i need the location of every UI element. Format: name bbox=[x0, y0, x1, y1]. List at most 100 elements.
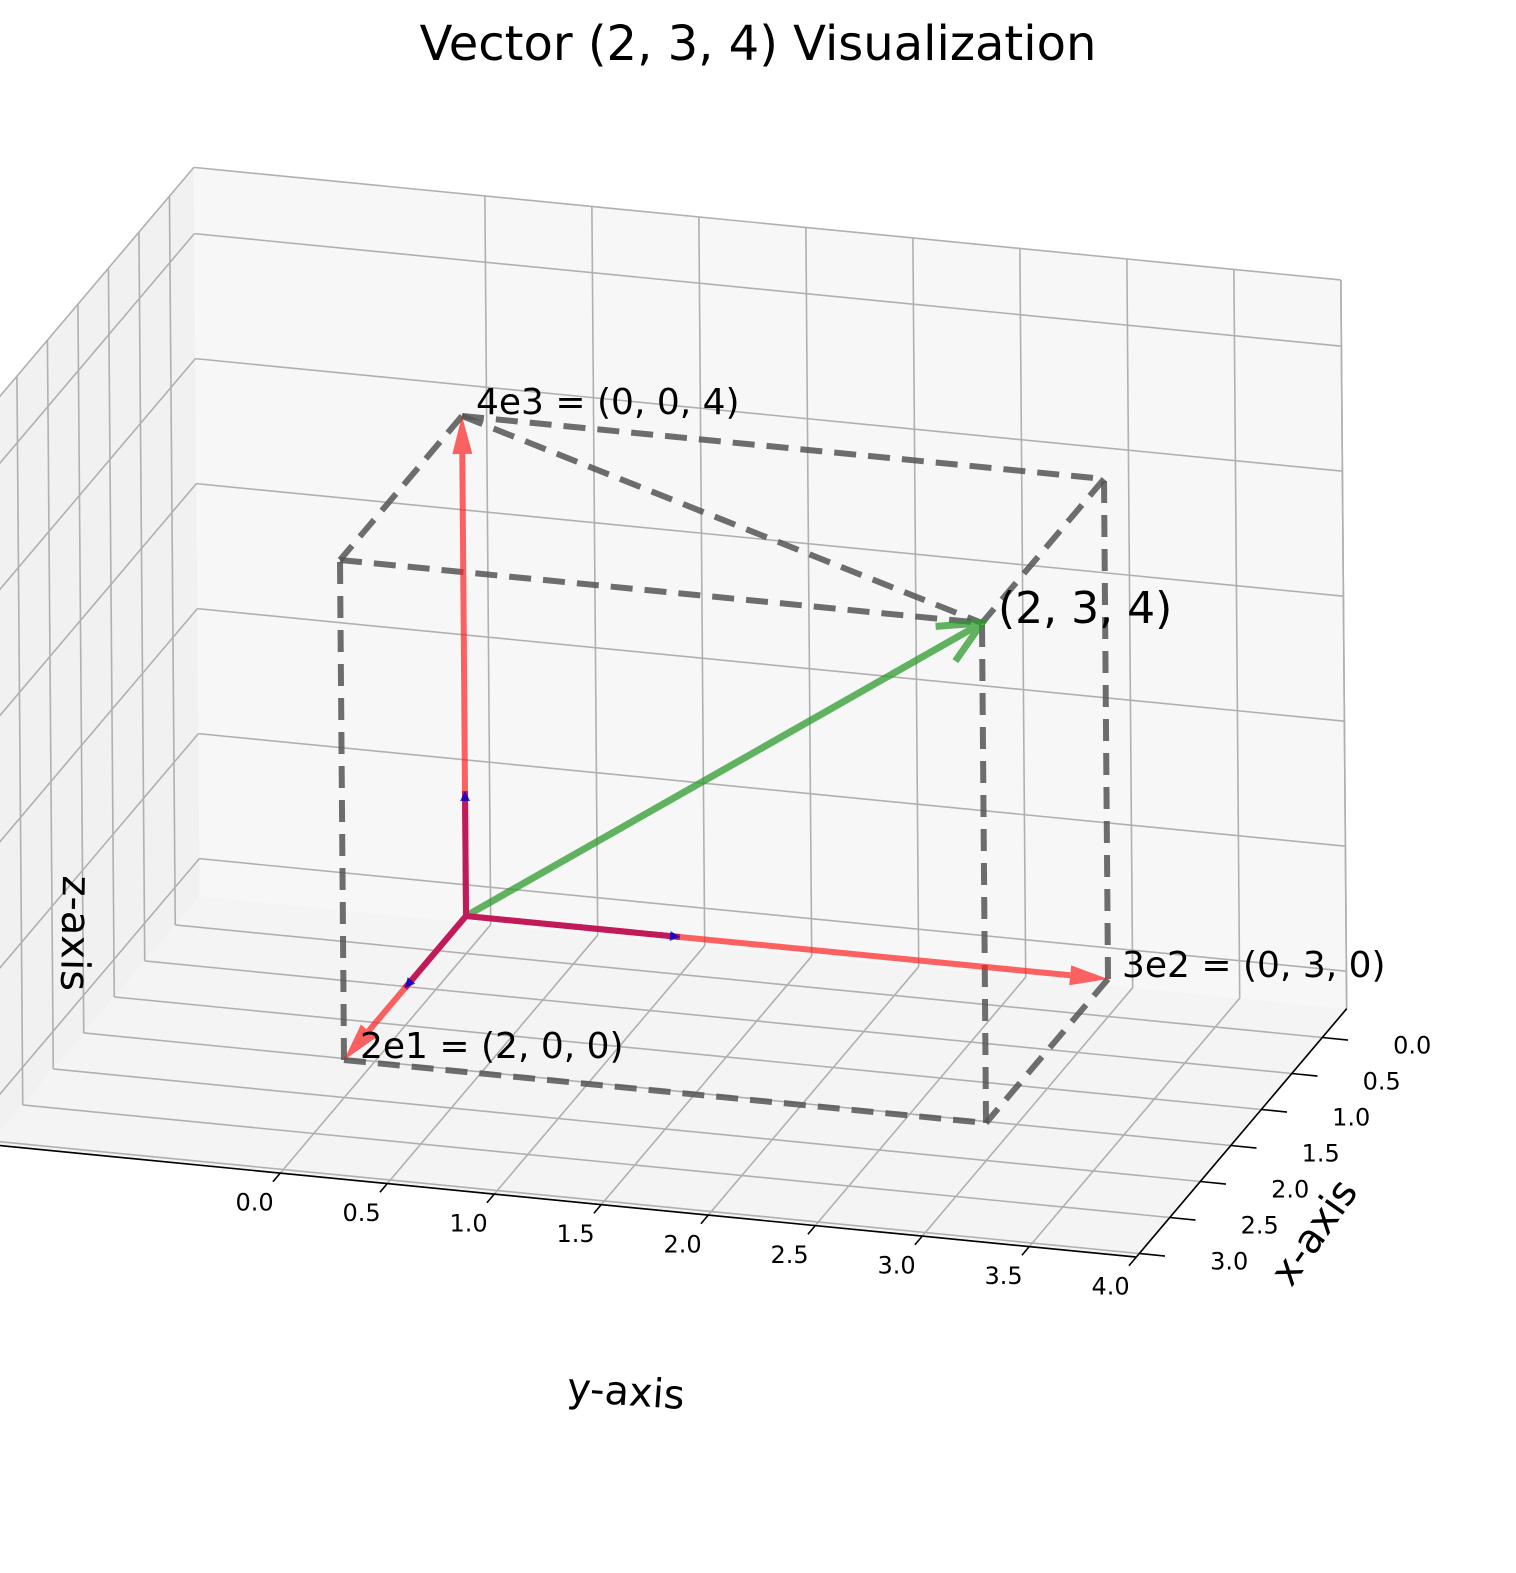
chart-title: Vector (2, 3, 4) Visualization bbox=[420, 16, 1097, 72]
axes-panes bbox=[0, 167, 1347, 1258]
y-tick-label: 1.0 bbox=[450, 1209, 488, 1237]
axis-lines bbox=[0, 1008, 1348, 1258]
x-tick-mark bbox=[1230, 1144, 1257, 1149]
unit-vector-1 bbox=[402, 914, 469, 990]
grid-line-back-z bbox=[198, 732, 1346, 847]
y-tick-label: 3.0 bbox=[878, 1251, 916, 1279]
vector-annotations: 2e1 = (2, 0, 0) 3e2 = (0, 3, 0) 4e3 = (0, … bbox=[360, 382, 1386, 1067]
y-tick-label: 2.0 bbox=[664, 1230, 702, 1258]
annotation-result: (2, 3, 4) bbox=[998, 583, 1172, 634]
basis-vector-1-head bbox=[344, 1024, 377, 1060]
y-tick-label: 4.0 bbox=[1092, 1272, 1130, 1300]
result-vector-head bbox=[935, 618, 990, 664]
projection-line bbox=[461, 413, 1105, 482]
y-tick-mark bbox=[593, 1204, 602, 1214]
y-axis-line bbox=[0, 1144, 1137, 1258]
x-tick-label: 0.0 bbox=[1393, 1031, 1431, 1059]
z-axis-label: z-axis bbox=[51, 875, 99, 991]
x-tick-mark bbox=[1291, 1072, 1318, 1077]
grid-line-back-z bbox=[195, 357, 1343, 472]
unit-vector-overlap bbox=[402, 914, 469, 990]
annotation-4e3: 4e3 = (0, 0, 4) bbox=[476, 382, 740, 423]
projection-line bbox=[979, 622, 989, 1124]
pane-edge bbox=[193, 166, 1341, 281]
grid-line-back-y bbox=[912, 237, 920, 967]
y-tick-mark bbox=[486, 1193, 495, 1204]
tick-marks bbox=[272, 1036, 1349, 1267]
grid-line-side-x bbox=[168, 196, 177, 925]
grid-lines bbox=[0, 166, 1348, 1258]
result-vector-shaft bbox=[464, 619, 984, 920]
pane-edge bbox=[1340, 279, 1348, 1009]
grid-line-side-x bbox=[107, 268, 116, 997]
unit-vector-2 bbox=[465, 913, 681, 941]
grid-line-floor-x bbox=[114, 996, 1262, 1111]
x-tick-mark bbox=[1139, 1252, 1166, 1257]
tick-labels: 0.0 0.5 1.0 1.5 2.0 2.5 3.0 3.5 4.0 0.0 0.5 1.0 1.5 2… bbox=[236, 1031, 1432, 1300]
grid-line-side-z bbox=[0, 733, 199, 970]
y-tick-mark bbox=[1021, 1246, 1030, 1256]
x-tick-label: 1.5 bbox=[1302, 1139, 1340, 1167]
x-tick-mark bbox=[1169, 1216, 1196, 1221]
side-pane bbox=[0, 167, 200, 1132]
unit-vector-3 bbox=[460, 790, 471, 917]
grid-line-side-z bbox=[0, 483, 197, 717]
grid-line-back-z bbox=[199, 857, 1347, 972]
annotation-3e2: 3e2 = (0, 3, 0) bbox=[1122, 945, 1386, 986]
grid-line-floor-x bbox=[22, 1104, 1170, 1219]
grid-line-floor-y bbox=[386, 934, 599, 1185]
x-tick-mark bbox=[1200, 1180, 1227, 1185]
grid-line-side-x bbox=[138, 232, 146, 961]
projection-line bbox=[460, 413, 984, 626]
vectors bbox=[344, 416, 1108, 1060]
grid-line-floor-y bbox=[814, 976, 1027, 1227]
y-tick-label: 0.0 bbox=[236, 1188, 274, 1216]
grid-line-side-x bbox=[46, 340, 55, 1069]
x-axis-line bbox=[1135, 1008, 1348, 1258]
grid-line-back-y bbox=[1233, 269, 1241, 999]
basis-vector-2-head bbox=[1069, 965, 1108, 986]
y-tick-mark bbox=[914, 1235, 923, 1246]
unit-vector-overlap bbox=[465, 913, 681, 940]
grid-line-floor-x bbox=[0, 1140, 1140, 1255]
grid-line-side-x bbox=[16, 376, 24, 1105]
unit-vector-head bbox=[460, 791, 471, 802]
grid-line-side-z bbox=[0, 358, 196, 591]
grid-line-floor-x bbox=[175, 924, 1323, 1039]
grid-line-side-z bbox=[0, 233, 195, 465]
floor-pane bbox=[0, 896, 1347, 1258]
y-axis-label: y-axis bbox=[566, 1365, 686, 1419]
annotation-2e1: 2e1 = (2, 0, 0) bbox=[360, 1026, 624, 1067]
grid-line-back-z bbox=[194, 232, 1342, 347]
grid-line-floor-y bbox=[279, 924, 492, 1174]
projection-line bbox=[337, 559, 347, 1061]
grid-line-side-x bbox=[77, 304, 85, 1033]
projection-lines bbox=[337, 413, 1111, 1126]
x-tick-mark bbox=[1322, 1036, 1349, 1041]
x-tick-mark bbox=[1261, 1108, 1288, 1113]
y-tick-mark bbox=[379, 1183, 388, 1193]
grid-line-back-y bbox=[1019, 248, 1027, 978]
unit-vector-head bbox=[405, 977, 416, 988]
projection-line bbox=[1101, 478, 1111, 980]
grid-line-floor-y bbox=[1028, 997, 1241, 1248]
result-vector bbox=[464, 618, 990, 920]
grid-line-side-z bbox=[0, 858, 200, 1096]
y-tick-label: 2.5 bbox=[771, 1241, 809, 1269]
grid-line-floor-y bbox=[600, 955, 813, 1206]
projection-line bbox=[979, 477, 1107, 625]
grid-line-floor-y bbox=[707, 966, 920, 1216]
grid-line-back-y bbox=[805, 227, 813, 957]
unit-vector-overlap bbox=[462, 790, 469, 917]
x-tick-label: 0.5 bbox=[1363, 1067, 1401, 1095]
grid-line-back-y bbox=[591, 206, 599, 936]
y-tick-mark bbox=[272, 1172, 281, 1183]
projection-line bbox=[337, 414, 465, 562]
projection-line bbox=[983, 977, 1111, 1125]
grid-line-floor-y bbox=[921, 987, 1134, 1237]
grid-line-back-y bbox=[698, 216, 706, 946]
y-tick-mark bbox=[807, 1225, 816, 1235]
projection-line bbox=[343, 1057, 987, 1126]
y-tick-mark bbox=[700, 1214, 709, 1225]
